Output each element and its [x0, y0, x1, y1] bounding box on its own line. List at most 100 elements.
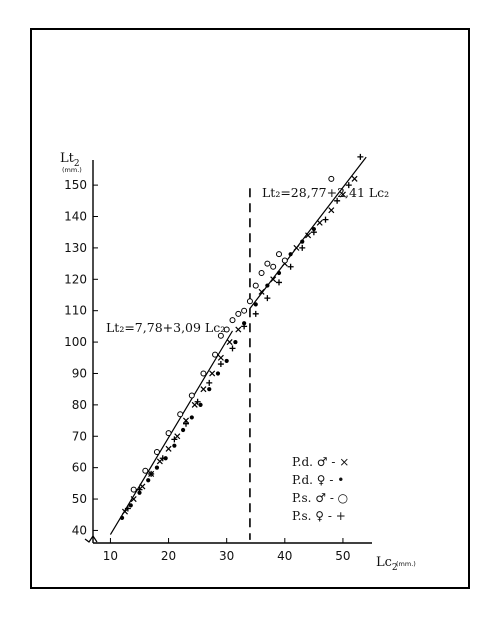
point-pd-male [182, 417, 190, 424]
figure-frame [30, 28, 470, 589]
point-ps-female [276, 279, 282, 286]
point-pd-male [226, 339, 233, 346]
point-pd-male [165, 445, 172, 452]
point-pd-female [172, 443, 177, 448]
x-tick-label: 50 [335, 549, 350, 563]
point-ps-male [165, 430, 172, 437]
point-pd-male [316, 219, 323, 226]
point-pd-male [351, 175, 358, 182]
point-pd-male [156, 458, 163, 465]
point-pd-female [128, 503, 133, 508]
point-ps-male [223, 326, 230, 333]
y-tick-label: 110 [64, 304, 87, 318]
point-ps-female [171, 436, 178, 443]
point-pd-female [253, 302, 258, 307]
point-ps-female [183, 420, 189, 427]
point-pd-male [293, 244, 300, 251]
point-ps-male [200, 370, 207, 377]
point-pd-female [146, 478, 151, 483]
legend: P.d. ♂ - × P.d. ♀ - • P.s. ♂ - ○ P.s. ♀ … [292, 455, 349, 523]
point-pd-male [258, 288, 265, 295]
point-pd-female [154, 465, 160, 470]
point-ps-male [281, 257, 288, 264]
point-pd-female [137, 490, 142, 495]
regression-label-right: Lt₂=28,77+2,41 Lc₂ [262, 185, 389, 200]
point-ps-female [334, 197, 341, 204]
point-ps-male [328, 175, 335, 182]
point-pd-male [121, 508, 128, 515]
point-pd-male [339, 191, 346, 198]
legend-entry-ps-male: P.s. ♂ - ○ [292, 491, 348, 505]
point-pd-male [209, 370, 216, 377]
point-ps-female [217, 361, 224, 368]
point-pd-female [265, 283, 270, 288]
point-pd-male [217, 354, 224, 361]
point-ps-female [241, 323, 248, 330]
point-ps-male [153, 448, 160, 455]
point-ps-female [310, 229, 317, 236]
point-ps-female [229, 345, 236, 352]
point-pd-female [311, 226, 316, 232]
point-pd-male [305, 232, 312, 239]
point-pd-female [180, 427, 186, 433]
point-ps-male [177, 411, 184, 418]
legend-entry-ps-female: P.s. ♀ - + [292, 509, 346, 523]
point-ps-male [252, 282, 259, 289]
point-pd-female [189, 415, 194, 420]
point-ps-female [357, 153, 364, 160]
axis-break-mark [84, 534, 98, 543]
regression-line-2 [249, 156, 367, 309]
point-pd-female [224, 358, 229, 364]
y-tick-label: 40 [72, 523, 87, 537]
point-pd-male [139, 483, 146, 490]
y-tick-label: 50 [72, 492, 87, 506]
y-tick-label: 140 [64, 210, 87, 224]
point-pd-female [242, 321, 247, 326]
point-pd-male [200, 386, 207, 393]
legend-entry-pd-male: P.d. ♂ - × [292, 455, 349, 469]
point-pd-female [276, 270, 282, 276]
point-ps-male [188, 392, 195, 399]
point-pd-female [198, 402, 203, 407]
x-tick-label: 10 [103, 549, 118, 563]
point-ps-male [246, 298, 253, 305]
point-ps-male [241, 307, 248, 314]
point-pd-male [174, 433, 181, 440]
y-tick-label: 120 [64, 272, 87, 286]
y-tick-label: 60 [72, 461, 87, 475]
legend-entry-pd-female: P.d. ♀ - • [292, 473, 344, 487]
point-ps-female [264, 295, 271, 302]
point-pd-female [119, 515, 125, 520]
point-ps-male [229, 317, 236, 324]
point-ps-male [264, 260, 271, 267]
point-ps-male [142, 467, 149, 474]
y-axis-label: Lt2 [60, 151, 80, 169]
point-ps-male [212, 351, 219, 358]
point-pd-male [191, 401, 198, 408]
point-ps-female [287, 263, 294, 270]
point-ps-female [148, 470, 155, 477]
point-ps-female [124, 505, 131, 512]
point-pd-female [207, 387, 212, 392]
x-axis-label: Lc2 [376, 555, 398, 573]
y-axis-unit: (mm.) [62, 166, 82, 174]
point-ps-female [194, 398, 201, 405]
x-tick-label: 40 [277, 549, 292, 563]
x-axis-unit: (mm.) [396, 560, 416, 568]
x-tick-label: 30 [219, 549, 234, 563]
point-pd-male [235, 326, 242, 333]
y-tick-label: 100 [64, 335, 87, 349]
point-ps-male [235, 310, 242, 317]
x-tick-label: 20 [161, 549, 176, 563]
y-tick-label: 130 [64, 241, 87, 255]
point-ps-female [136, 486, 143, 493]
point-ps-female [252, 310, 259, 317]
data-points [119, 153, 364, 520]
point-ps-male [276, 251, 282, 258]
point-pd-female [300, 239, 305, 244]
axes: 40 50 60 70 80 90 100 110 120 130 140 150 10 20 30 40 50 [64, 160, 372, 563]
point-ps-female [159, 455, 166, 462]
point-ps-male [130, 486, 137, 493]
point-pd-male [270, 276, 277, 283]
